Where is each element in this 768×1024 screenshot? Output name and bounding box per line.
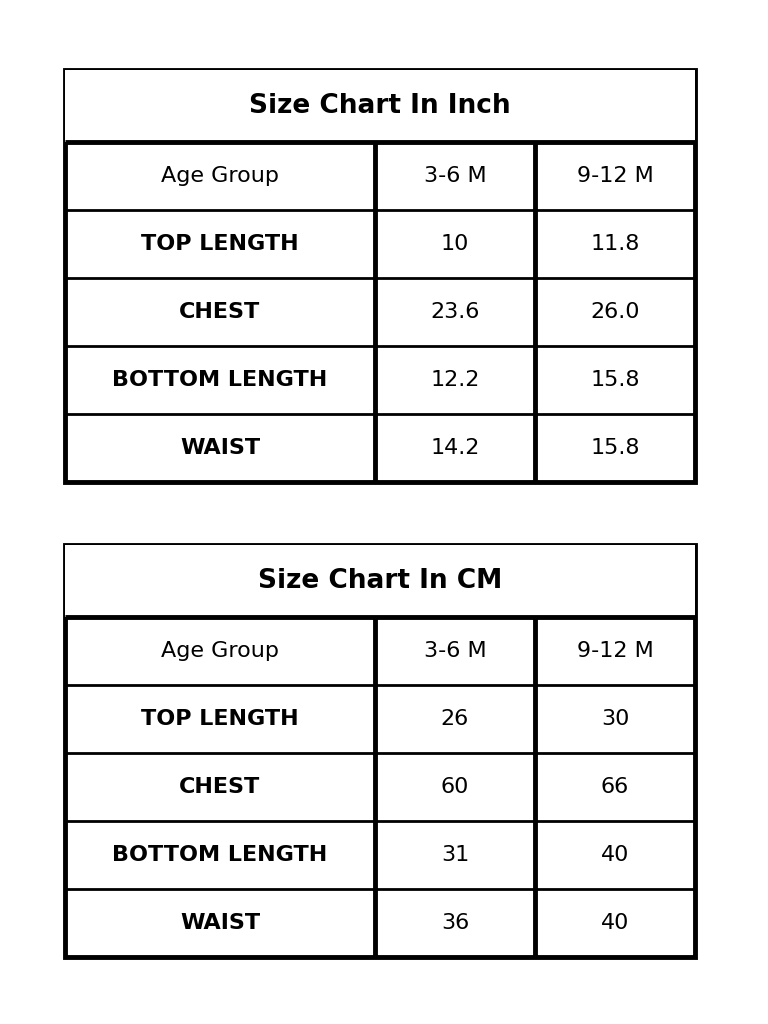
Text: 9-12 M: 9-12 M	[577, 641, 654, 662]
Text: 23.6: 23.6	[430, 302, 480, 322]
Text: 66: 66	[601, 777, 629, 797]
Text: 14.2: 14.2	[430, 438, 480, 458]
Bar	[65, 545, 695, 957]
Text: 40: 40	[601, 845, 629, 865]
Text: CHEST: CHEST	[180, 302, 260, 322]
Text: 40: 40	[601, 913, 629, 933]
Text: Age Group: Age Group	[161, 166, 279, 186]
Text: 26.0: 26.0	[591, 302, 640, 322]
Bar	[65, 70, 695, 482]
Text: BOTTOM LENGTH: BOTTOM LENGTH	[112, 370, 328, 390]
Text: 31: 31	[441, 845, 469, 865]
Text: 10: 10	[441, 234, 469, 254]
Text: 3-6 M: 3-6 M	[424, 641, 486, 662]
Text: 12.2: 12.2	[430, 370, 480, 390]
Text: 26: 26	[441, 709, 469, 729]
Text: CHEST: CHEST	[180, 777, 260, 797]
Text: TOP LENGTH: TOP LENGTH	[141, 709, 299, 729]
Text: WAIST: WAIST	[180, 438, 260, 458]
Text: WAIST: WAIST	[180, 913, 260, 933]
Bar	[65, 545, 695, 617]
Text: Size Chart In Inch: Size Chart In Inch	[249, 93, 511, 119]
Bar	[65, 70, 695, 142]
Text: 36: 36	[441, 913, 469, 933]
Text: TOP LENGTH: TOP LENGTH	[141, 234, 299, 254]
Text: BOTTOM LENGTH: BOTTOM LENGTH	[112, 845, 328, 865]
Text: 11.8: 11.8	[591, 234, 640, 254]
Text: 60: 60	[441, 777, 469, 797]
Text: 30: 30	[601, 709, 629, 729]
Text: 15.8: 15.8	[591, 370, 640, 390]
Text: 9-12 M: 9-12 M	[577, 166, 654, 186]
Text: 15.8: 15.8	[591, 438, 640, 458]
Text: Size Chart In CM: Size Chart In CM	[258, 568, 502, 594]
Text: Age Group: Age Group	[161, 641, 279, 662]
Text: 3-6 M: 3-6 M	[424, 166, 486, 186]
